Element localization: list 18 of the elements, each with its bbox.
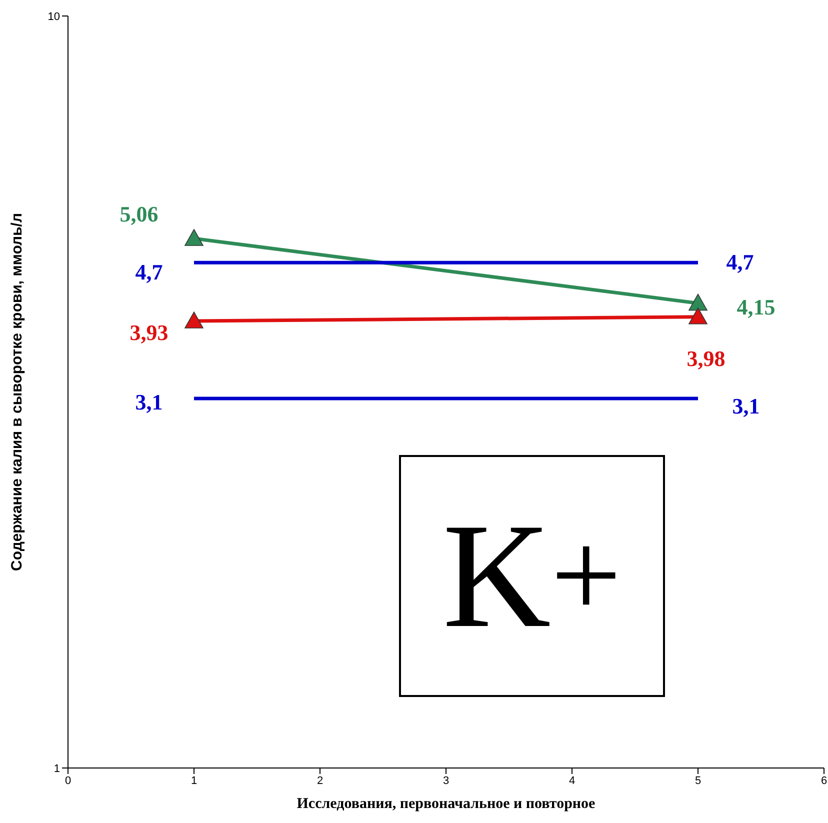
x-tick-label: 1: [190, 774, 198, 787]
x-tick-label: 3: [442, 774, 450, 787]
data-label: 3,93: [130, 320, 168, 346]
x-axis-title: Исследования, первоначальное и повторное: [296, 796, 596, 812]
data-label: 4,7: [135, 260, 163, 285]
data-label: 3,1: [135, 390, 163, 415]
x-tick-label: 2: [316, 774, 324, 787]
x-tick-label: 5: [694, 774, 702, 787]
x-tick-label: 6: [820, 774, 828, 787]
data-label: 4,7: [726, 250, 754, 275]
y-tick-label: 10: [48, 10, 60, 23]
x-tick-label: 4: [568, 774, 576, 787]
data-label: 3,98: [686, 346, 726, 371]
data-label: 4,15: [736, 294, 776, 320]
y-axis-title: Содержание калия в сыворотке крови, ммоль/л: [8, 213, 26, 571]
data-label: 3,1: [732, 394, 760, 419]
data-label: 5,06: [120, 202, 158, 227]
x-tick-label: 0: [64, 774, 72, 787]
